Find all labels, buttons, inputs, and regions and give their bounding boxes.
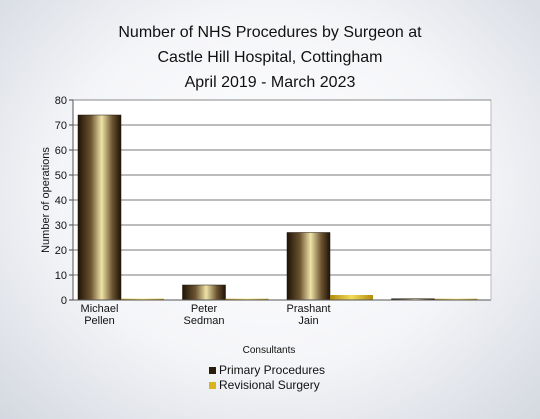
x-category-label: Pellen — [84, 315, 115, 327]
bar-revisional-1 — [225, 298, 269, 300]
bar-primary-0 — [77, 114, 122, 301]
chart-title-line-1: Number of NHS Procedures by Surgeon at — [118, 24, 422, 41]
bar-primary-1 — [182, 284, 226, 301]
y-tick-label: 30 — [55, 220, 67, 232]
bar-revisional-2 — [330, 295, 373, 300]
legend-item-primary: Primary Procedures — [209, 363, 325, 378]
y-tick-label: 0 — [61, 295, 67, 307]
x-category-label: Peter — [191, 303, 218, 315]
x-axis-title: Consultants — [243, 345, 296, 356]
legend-label-primary: Primary Procedures — [219, 363, 326, 377]
chart-title-line-3: April 2019 - March 2023 — [184, 74, 356, 91]
x-category-label: Sedman — [184, 315, 225, 327]
chart-legend: Primary Procedures Revisional Surgery — [209, 363, 325, 393]
y-tick-label: 20 — [55, 245, 67, 257]
y-tick-label: 40 — [55, 195, 67, 207]
y-tick-label: 80 — [55, 95, 67, 107]
y-tick-label: 10 — [55, 270, 67, 282]
x-category-label: Prashant — [286, 303, 330, 315]
bar-revisional-3 — [434, 298, 478, 300]
x-category-label: Jain — [298, 315, 318, 327]
x-category-label: Michael — [81, 303, 119, 315]
y-tick-label: 50 — [55, 170, 67, 182]
chart-title-line-2: Castle Hill Hospital, Cottingham — [157, 49, 383, 66]
legend-label-revisional: Revisional Surgery — [219, 378, 320, 392]
legend-swatch-revisional — [209, 382, 216, 389]
legend-item-revisional: Revisional Surgery — [209, 378, 325, 393]
y-axis-title: Number of operations — [40, 147, 52, 253]
y-tick-label: 60 — [55, 145, 67, 157]
bar-revisional-0 — [121, 298, 164, 300]
legend-swatch-primary — [209, 367, 216, 374]
y-tick-label: 70 — [55, 120, 67, 132]
bar-primary-2 — [286, 232, 331, 301]
